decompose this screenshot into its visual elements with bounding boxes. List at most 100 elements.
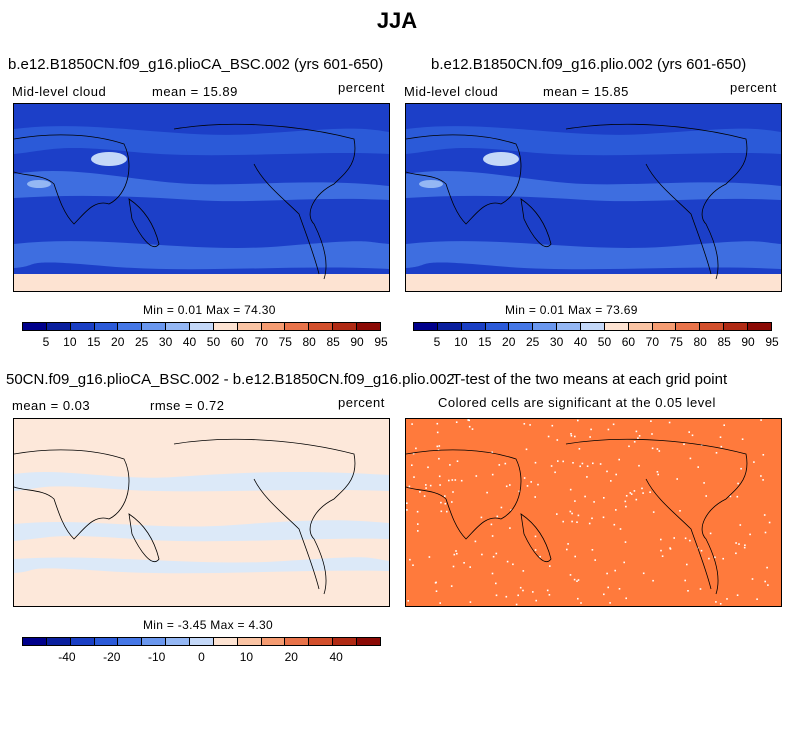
panel-1-tropical-band [14,170,389,202]
nonsignificant-cell [637,437,639,439]
nonsignificant-cell [407,600,409,602]
panel-2-antarctic-band [406,274,781,291]
nonsignificant-cell [689,539,691,542]
nonsignificant-cell [486,491,488,494]
colorbar-1-tick-label: 90 [350,335,364,349]
colorbar-2-segment [700,323,725,330]
nonsignificant-cell [661,555,664,557]
nonsignificant-cell [522,570,525,572]
colorbar-1-tick-label: 25 [134,335,149,349]
colorbar-3-segment [23,638,47,645]
nonsignificant-cell [491,535,494,537]
panel-3-map-background [14,419,389,606]
nonsignificant-cell [719,436,722,438]
nonsignificant-cell [736,495,739,498]
colorbar-2-segment [676,323,701,330]
nonsignificant-cell [525,448,528,451]
nonsignificant-cell [428,556,431,558]
nonsignificant-cell [505,485,508,488]
nonsignificant-cell [546,589,549,592]
nonsignificant-cell [534,535,537,538]
colorbar-2-segment [437,323,462,330]
panel-1-title: b.e12.B1850CN.f09_g16.plioCA_BSC.002 (yr… [8,56,384,73]
colorbar-1-tick-label: 15 [87,335,101,349]
nonsignificant-cell [419,491,421,493]
nonsignificant-cell [613,523,616,526]
colorbar-3-segment [357,638,380,645]
nonsignificant-cell [764,531,767,534]
nonsignificant-cell [652,511,655,513]
panel-1-antarctic-band [14,274,389,291]
colorbar-2-tick-label: 40 [573,335,588,349]
nonsignificant-cell [455,550,457,552]
nonsignificant-cell [452,491,454,493]
nonsignificant-cell [618,588,621,590]
colorbar-1-segment [213,323,238,330]
panel-3-negative-band [14,471,389,492]
nonsignificant-cell [735,542,737,544]
nonsignificant-cell [434,582,437,584]
nonsignificant-cell [656,471,659,473]
panel-1-units: percent [338,80,385,95]
nonsignificant-cell [495,582,497,585]
nonsignificant-cell [518,490,521,493]
nonsignificant-cell [669,547,671,549]
nonsignificant-cell [615,509,617,511]
nonsignificant-cell [683,443,685,445]
nonsignificant-cell [468,425,471,428]
panel-2-tropical-band [406,170,781,202]
panel-2-title: b.e12.B1850CN.f09_g16.plio.002 (yrs 601-… [431,56,747,73]
nonsignificant-cell [628,445,630,448]
nonsignificant-cell [504,462,507,465]
colorbar-2-tick-label: 75 [669,335,683,349]
panel-2-map-svg [406,104,781,291]
nonsignificant-cell [450,585,453,587]
nonsignificant-cell [438,457,440,460]
nonsignificant-cell [607,586,609,589]
panel-4-coastlines [406,438,748,595]
nonsignificant-cell [453,553,456,556]
colorbar-3-tick-label: -10 [147,650,166,664]
colorbar-3-ticks: -40 -20 -10 0 10 20 40 [22,650,381,664]
nonsignificant-cell [506,560,509,563]
figure-title: JJA [376,8,418,33]
nonsignificant-cell [427,466,429,469]
colorbar-3-tick-label: -40 [58,650,76,664]
colorbar-2-segment [414,323,438,330]
colorbar-2-tick-label: 90 [741,335,755,349]
colorbar-2-tick-label: 10 [454,335,468,349]
panel-4-map [405,418,782,607]
nonsignificant-cell [463,562,465,564]
nonsignificant-cell [625,597,627,600]
nonsignificant-cell [619,528,622,530]
colorbar-2-tick-label: 95 [765,335,779,349]
colorbar-1-segment [333,323,358,330]
nonsignificant-cell [737,482,739,485]
nonsignificant-cell [714,556,716,559]
panel-2-left-label: Mid-level cloud [404,84,499,99]
nonsignificant-cell [726,598,728,600]
nonsignificant-cell [406,509,408,511]
colorbar-3-segment [261,638,286,645]
panel-3-title: 50CN.f09_g16.plioCA_BSC.002 - b.e12.B185… [6,371,455,388]
colorbar-2-tick-label: 50 [597,335,612,349]
colorbar-1-tick-label: 60 [230,335,245,349]
nonsignificant-cell [571,520,573,523]
nonsignificant-cell [449,464,451,466]
nonsignificant-cell [534,496,536,498]
nonsignificant-cell [763,514,766,516]
nonsignificant-cell [756,598,758,600]
nonsignificant-cell [652,579,654,582]
colorbar-3-segment [285,638,310,645]
nonsignificant-cell [471,428,474,430]
colorbar-3-segment [70,638,95,645]
panel-2-north-band [406,126,781,156]
colorbar-2-ticks: 5 10 15 20 25 30 40 50 60 70 75 80 85 90 95 [413,335,779,349]
panel-2-coastlines [406,123,748,280]
nonsignificant-cell [556,513,558,515]
nonsignificant-cell [408,485,411,488]
nonsignificant-cell [592,462,594,465]
nonsignificant-cell [562,460,564,463]
nonsignificant-cell [609,602,611,604]
colorbar-3-tick-label: 20 [284,650,298,664]
